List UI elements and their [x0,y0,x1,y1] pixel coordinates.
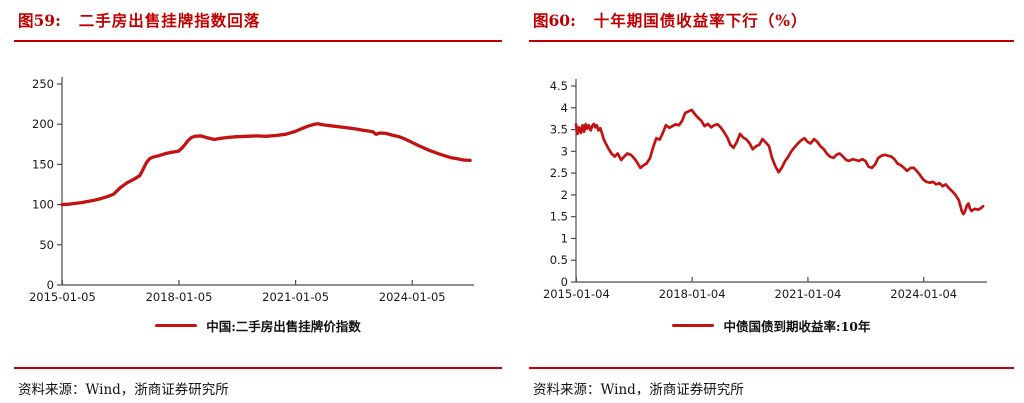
x-tick-label: 2021-01-05 [262,290,329,304]
x-tick-label: 2024-01-05 [379,290,446,304]
figure-60-label: 图60: [533,11,576,30]
y-tick-label: 0 [47,278,54,292]
y-tick-label: 100 [32,198,54,212]
y-tick-label: 4.5 [550,79,568,93]
figure-60-header: 图60: 十年期国债收益率下行（%） [533,9,808,31]
figure-59-legend: 中国:二手房出售挂牌价指数 [14,316,502,335]
figure-59-source-text: 资料来源：Wind，浙商证券研究所 [18,382,229,398]
y-tick-label: 250 [32,77,54,91]
x-tick-label: 2024-01-04 [890,287,957,301]
legend-line-swatch [672,324,715,327]
figure-59-header: 图59: 二手房出售挂牌指数回落 [18,9,260,31]
figure-59-label: 图59: [18,11,61,30]
x-tick-label: 2015-01-04 [543,287,610,301]
series-line [60,122,472,207]
y-tick-label: 2 [561,188,568,202]
figure-60-title: 十年期国债收益率下行（%） [593,11,808,30]
x-tick-label: 2015-01-05 [29,290,96,304]
series-line [574,108,985,216]
figure-59-chart: 0 50 100 150 200 250 2015-01-05 2018-01-05 2021-… [29,77,474,304]
figure-59-block: 图59: 二手房出售挂牌指数回落 0 50 100 150 200 250 2015-01-… [14,0,502,403]
y-tick-label: 1 [561,231,568,245]
figure-60-title-rule [529,40,1014,42]
figure-60-legend: 中债国债到期收益率:10年 [529,316,1014,335]
x-tick-label: 2018-01-05 [146,290,213,304]
figure-60-chart: 0 0.5 1 1.5 2 2.5 3 3.5 4 4.5 2015-01-04 2018-01-04… [543,79,987,301]
figure-60-block: 图60: 十年期国债收益率下行（%） 0 0.5 1 1.5 2 2.5 3 3.5 4 4.5 2… [529,0,1014,403]
figure-60-source-text: 资料来源：Wind，浙商证券研究所 [533,382,744,398]
y-tick-label: 0 [561,275,568,289]
figure-60-footer-rule [529,367,1014,369]
y-tick-label: 0.5 [550,253,568,267]
figure-59-title: 二手房出售挂牌指数回落 [78,11,261,30]
x-tick-label: 2021-01-04 [775,287,842,301]
figure-59-footer-rule [14,367,502,369]
y-tick-label: 1.5 [550,210,568,224]
legend-line-swatch [155,324,198,327]
figure-59-title-rule [14,40,502,42]
y-tick-label: 3 [561,144,568,158]
y-tick-label: 50 [39,238,54,252]
legend-label: 中债国债到期收益率:10年 [723,319,871,334]
y-tick-label: 3.5 [550,123,568,137]
x-tick-label: 2018-01-04 [659,287,726,301]
legend-label: 中国:二手房出售挂牌价指数 [206,319,361,334]
y-tick-label: 150 [32,157,54,171]
y-tick-label: 2.5 [550,166,568,180]
y-tick-label: 200 [32,117,54,131]
y-tick-label: 4 [561,101,568,115]
